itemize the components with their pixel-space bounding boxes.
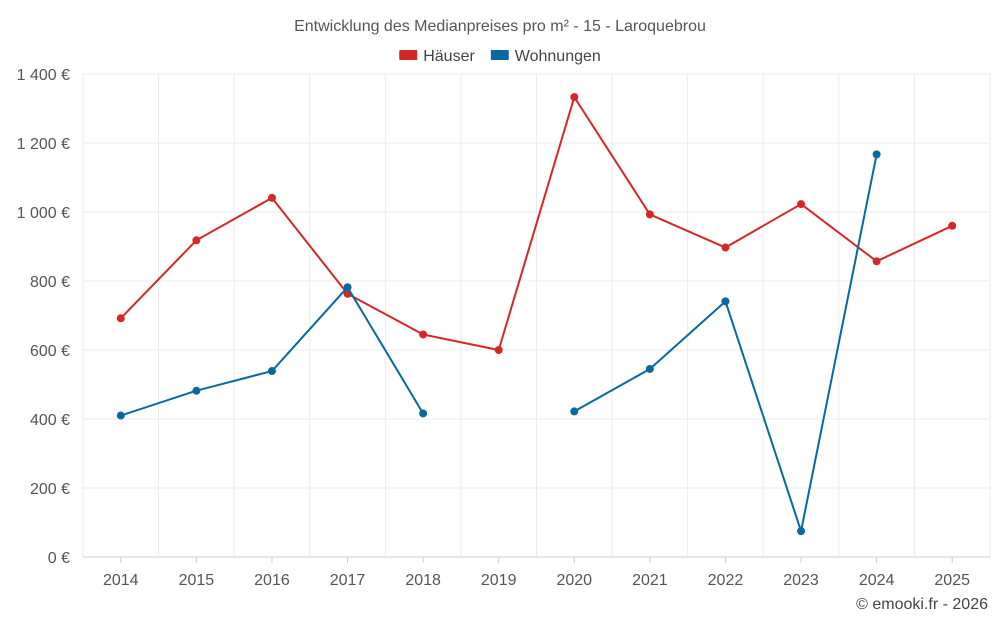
- data-point[interactable]: [419, 409, 428, 418]
- data-point[interactable]: [116, 411, 125, 420]
- y-axis-ticks: 0 € 200 € 400 € 600 € 800 € 1 000 € 1 200 € 1 4…: [17, 67, 70, 567]
- data-point[interactable]: [570, 407, 579, 416]
- data-point[interactable]: [872, 150, 881, 159]
- x-tick-label: 2018: [405, 572, 441, 589]
- x-tick-label: 2015: [179, 572, 215, 589]
- x-axis-ticks: 2014 2015 2016 2017 2018 2019 2020 2021 2022 2023…: [103, 557, 970, 589]
- y-tick-label: 0 €: [48, 550, 70, 567]
- chart-series: [116, 93, 957, 536]
- x-tick-label: 2024: [859, 572, 895, 589]
- legend-swatch: [490, 50, 509, 60]
- chart-title: Entwicklung des Medianpreises pro m² - 1…: [294, 18, 706, 35]
- series-line: [120, 286, 424, 417]
- y-tick-label: 400 €: [30, 412, 70, 429]
- legend-label: Wohnungen: [515, 48, 601, 65]
- chart-credit: © emooki.fr - 2026: [856, 596, 988, 613]
- x-tick-label: 2016: [254, 572, 290, 589]
- y-tick-label: 800 €: [30, 274, 70, 291]
- data-point[interactable]: [645, 210, 654, 219]
- x-tick-label: 2020: [556, 572, 592, 589]
- x-tick-label: 2017: [330, 572, 366, 589]
- data-point[interactable]: [494, 346, 503, 354]
- y-tick-label: 1 200 €: [17, 136, 70, 153]
- series-line: [120, 96, 953, 351]
- data-point[interactable]: [267, 367, 276, 376]
- x-tick-label: 2023: [783, 572, 819, 589]
- data-point[interactable]: [192, 236, 201, 245]
- chart-grid: [82, 73, 991, 558]
- data-point[interactable]: [116, 314, 125, 323]
- series-wohnungen: [116, 150, 881, 536]
- legend-item[interactable]: Wohnungen: [490, 48, 601, 65]
- data-point[interactable]: [797, 200, 806, 209]
- y-tick-label: 1 000 €: [17, 205, 70, 222]
- x-tick-label: 2025: [934, 572, 970, 589]
- data-point[interactable]: [872, 257, 881, 266]
- x-tick-label: 2014: [103, 572, 139, 589]
- data-point[interactable]: [343, 283, 352, 292]
- data-point[interactable]: [721, 297, 730, 306]
- y-tick-label: 1 400 €: [17, 67, 70, 84]
- data-point[interactable]: [267, 193, 276, 202]
- x-tick-label: 2019: [481, 572, 517, 589]
- legend-item[interactable]: Häuser: [399, 48, 475, 65]
- data-point[interactable]: [797, 527, 806, 536]
- data-point[interactable]: [570, 93, 579, 102]
- data-point[interactable]: [419, 330, 428, 339]
- x-tick-label: 2022: [708, 572, 744, 589]
- series-häuser: [116, 93, 957, 354]
- data-point[interactable]: [645, 364, 654, 373]
- data-point[interactable]: [192, 386, 201, 395]
- legend-swatch: [399, 50, 418, 60]
- legend-label: Häuser: [423, 48, 475, 65]
- y-tick-label: 200 €: [30, 481, 70, 498]
- data-point[interactable]: [721, 243, 730, 252]
- x-tick-label: 2021: [632, 572, 668, 589]
- series-line: [573, 154, 878, 533]
- y-tick-label: 600 €: [30, 343, 70, 360]
- chart-legend: Häuser Wohnungen: [399, 48, 601, 65]
- data-point[interactable]: [948, 221, 957, 230]
